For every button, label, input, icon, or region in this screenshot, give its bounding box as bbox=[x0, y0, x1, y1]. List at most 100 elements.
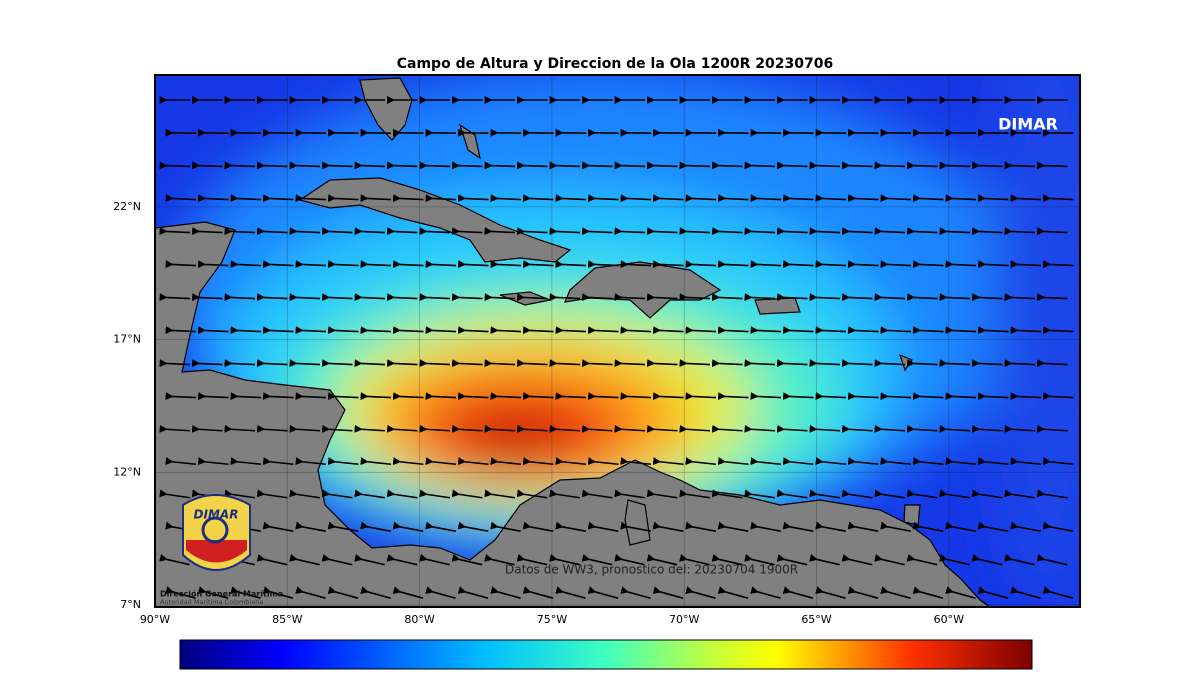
arrow bbox=[289, 227, 321, 236]
arrow bbox=[815, 586, 846, 599]
arrow bbox=[386, 489, 418, 499]
arrow bbox=[1004, 293, 1036, 302]
arrow bbox=[295, 194, 327, 203]
arrow bbox=[289, 161, 321, 170]
arrow bbox=[256, 424, 288, 433]
arrow bbox=[516, 293, 548, 302]
arrow bbox=[419, 161, 451, 170]
arrow bbox=[977, 392, 1009, 401]
logo-mark: DIMAR bbox=[194, 508, 239, 522]
arrow bbox=[256, 553, 288, 566]
arrow bbox=[776, 553, 808, 566]
arrow bbox=[679, 161, 711, 170]
arrow bbox=[321, 424, 353, 433]
arrow bbox=[484, 489, 515, 499]
arrow bbox=[360, 586, 391, 599]
arrow bbox=[490, 392, 522, 401]
arrow bbox=[776, 227, 808, 236]
colorbar bbox=[179, 639, 1033, 670]
arrow bbox=[587, 194, 619, 203]
arrow bbox=[874, 553, 905, 566]
arrow bbox=[587, 392, 619, 401]
map-title: Campo de Altura y Direccion de la Ola 12… bbox=[397, 56, 834, 72]
arrow bbox=[841, 161, 873, 170]
arrow bbox=[711, 489, 743, 499]
arrow bbox=[484, 161, 516, 170]
lon-label: 80°W bbox=[404, 613, 434, 626]
arrow bbox=[587, 457, 619, 466]
arrow bbox=[744, 489, 775, 499]
arrow bbox=[191, 293, 223, 302]
arrow bbox=[230, 457, 262, 466]
arrow bbox=[354, 553, 385, 566]
lon-label: 90°W bbox=[140, 613, 170, 626]
arrow bbox=[392, 521, 424, 533]
arrow bbox=[679, 553, 710, 566]
arrow bbox=[516, 489, 548, 499]
arrow bbox=[360, 457, 392, 466]
arrow bbox=[555, 260, 587, 269]
arrow bbox=[262, 392, 294, 401]
arrow bbox=[386, 424, 418, 433]
arrow bbox=[1036, 161, 1068, 170]
arrow bbox=[841, 293, 873, 302]
arrow bbox=[744, 553, 775, 566]
arrow bbox=[451, 293, 483, 302]
arrow bbox=[880, 260, 912, 269]
arrow bbox=[614, 359, 646, 368]
arrow bbox=[230, 392, 262, 401]
arrow bbox=[874, 227, 906, 236]
arrow bbox=[847, 326, 879, 335]
lat-label: 12°N bbox=[113, 465, 141, 478]
arrow bbox=[717, 521, 749, 533]
arrow bbox=[555, 194, 587, 203]
lon-label: 75°W bbox=[537, 613, 567, 626]
arrow bbox=[549, 359, 581, 368]
arrow bbox=[321, 359, 353, 368]
arrow bbox=[776, 424, 808, 433]
arrow bbox=[289, 489, 320, 499]
arrow bbox=[289, 359, 321, 368]
arrow bbox=[1036, 359, 1068, 368]
arrow bbox=[587, 260, 619, 269]
arrow bbox=[197, 457, 229, 466]
arrow bbox=[392, 194, 424, 203]
arrow bbox=[912, 194, 944, 203]
arrow bbox=[750, 586, 781, 599]
arrow bbox=[262, 194, 294, 203]
arrow bbox=[1004, 553, 1035, 566]
arrow bbox=[1042, 392, 1074, 401]
arrow bbox=[620, 521, 651, 533]
arrow bbox=[971, 489, 1003, 499]
arrow bbox=[620, 260, 652, 269]
arrow bbox=[971, 161, 1003, 170]
arrow bbox=[197, 586, 229, 599]
arrow bbox=[360, 392, 392, 401]
arrow bbox=[912, 457, 944, 466]
arrow bbox=[457, 521, 489, 533]
arrow bbox=[874, 293, 906, 302]
arrow bbox=[977, 260, 1009, 269]
arrow bbox=[484, 424, 516, 433]
arrow bbox=[1010, 326, 1042, 335]
arrow bbox=[614, 489, 645, 499]
arrow bbox=[555, 326, 587, 335]
arrow bbox=[652, 194, 684, 203]
arrow bbox=[679, 489, 710, 499]
arrow bbox=[159, 161, 191, 170]
axis-labels: 90°W 85°W 80°W 75°W 70°W 65°W 60°W 7°N 12°N 17°N 2… bbox=[113, 75, 1080, 626]
arrow bbox=[717, 326, 749, 335]
arrow bbox=[516, 359, 548, 368]
arrow bbox=[652, 521, 684, 533]
arrow bbox=[256, 293, 288, 302]
arrow bbox=[939, 553, 970, 566]
arrow bbox=[912, 326, 944, 335]
arrow bbox=[971, 359, 1003, 368]
arrow bbox=[327, 194, 359, 203]
arrow bbox=[874, 359, 906, 368]
arrow bbox=[165, 260, 197, 269]
arrow bbox=[262, 521, 294, 533]
lat-label: 22°N bbox=[113, 200, 141, 213]
arrow bbox=[906, 359, 938, 368]
